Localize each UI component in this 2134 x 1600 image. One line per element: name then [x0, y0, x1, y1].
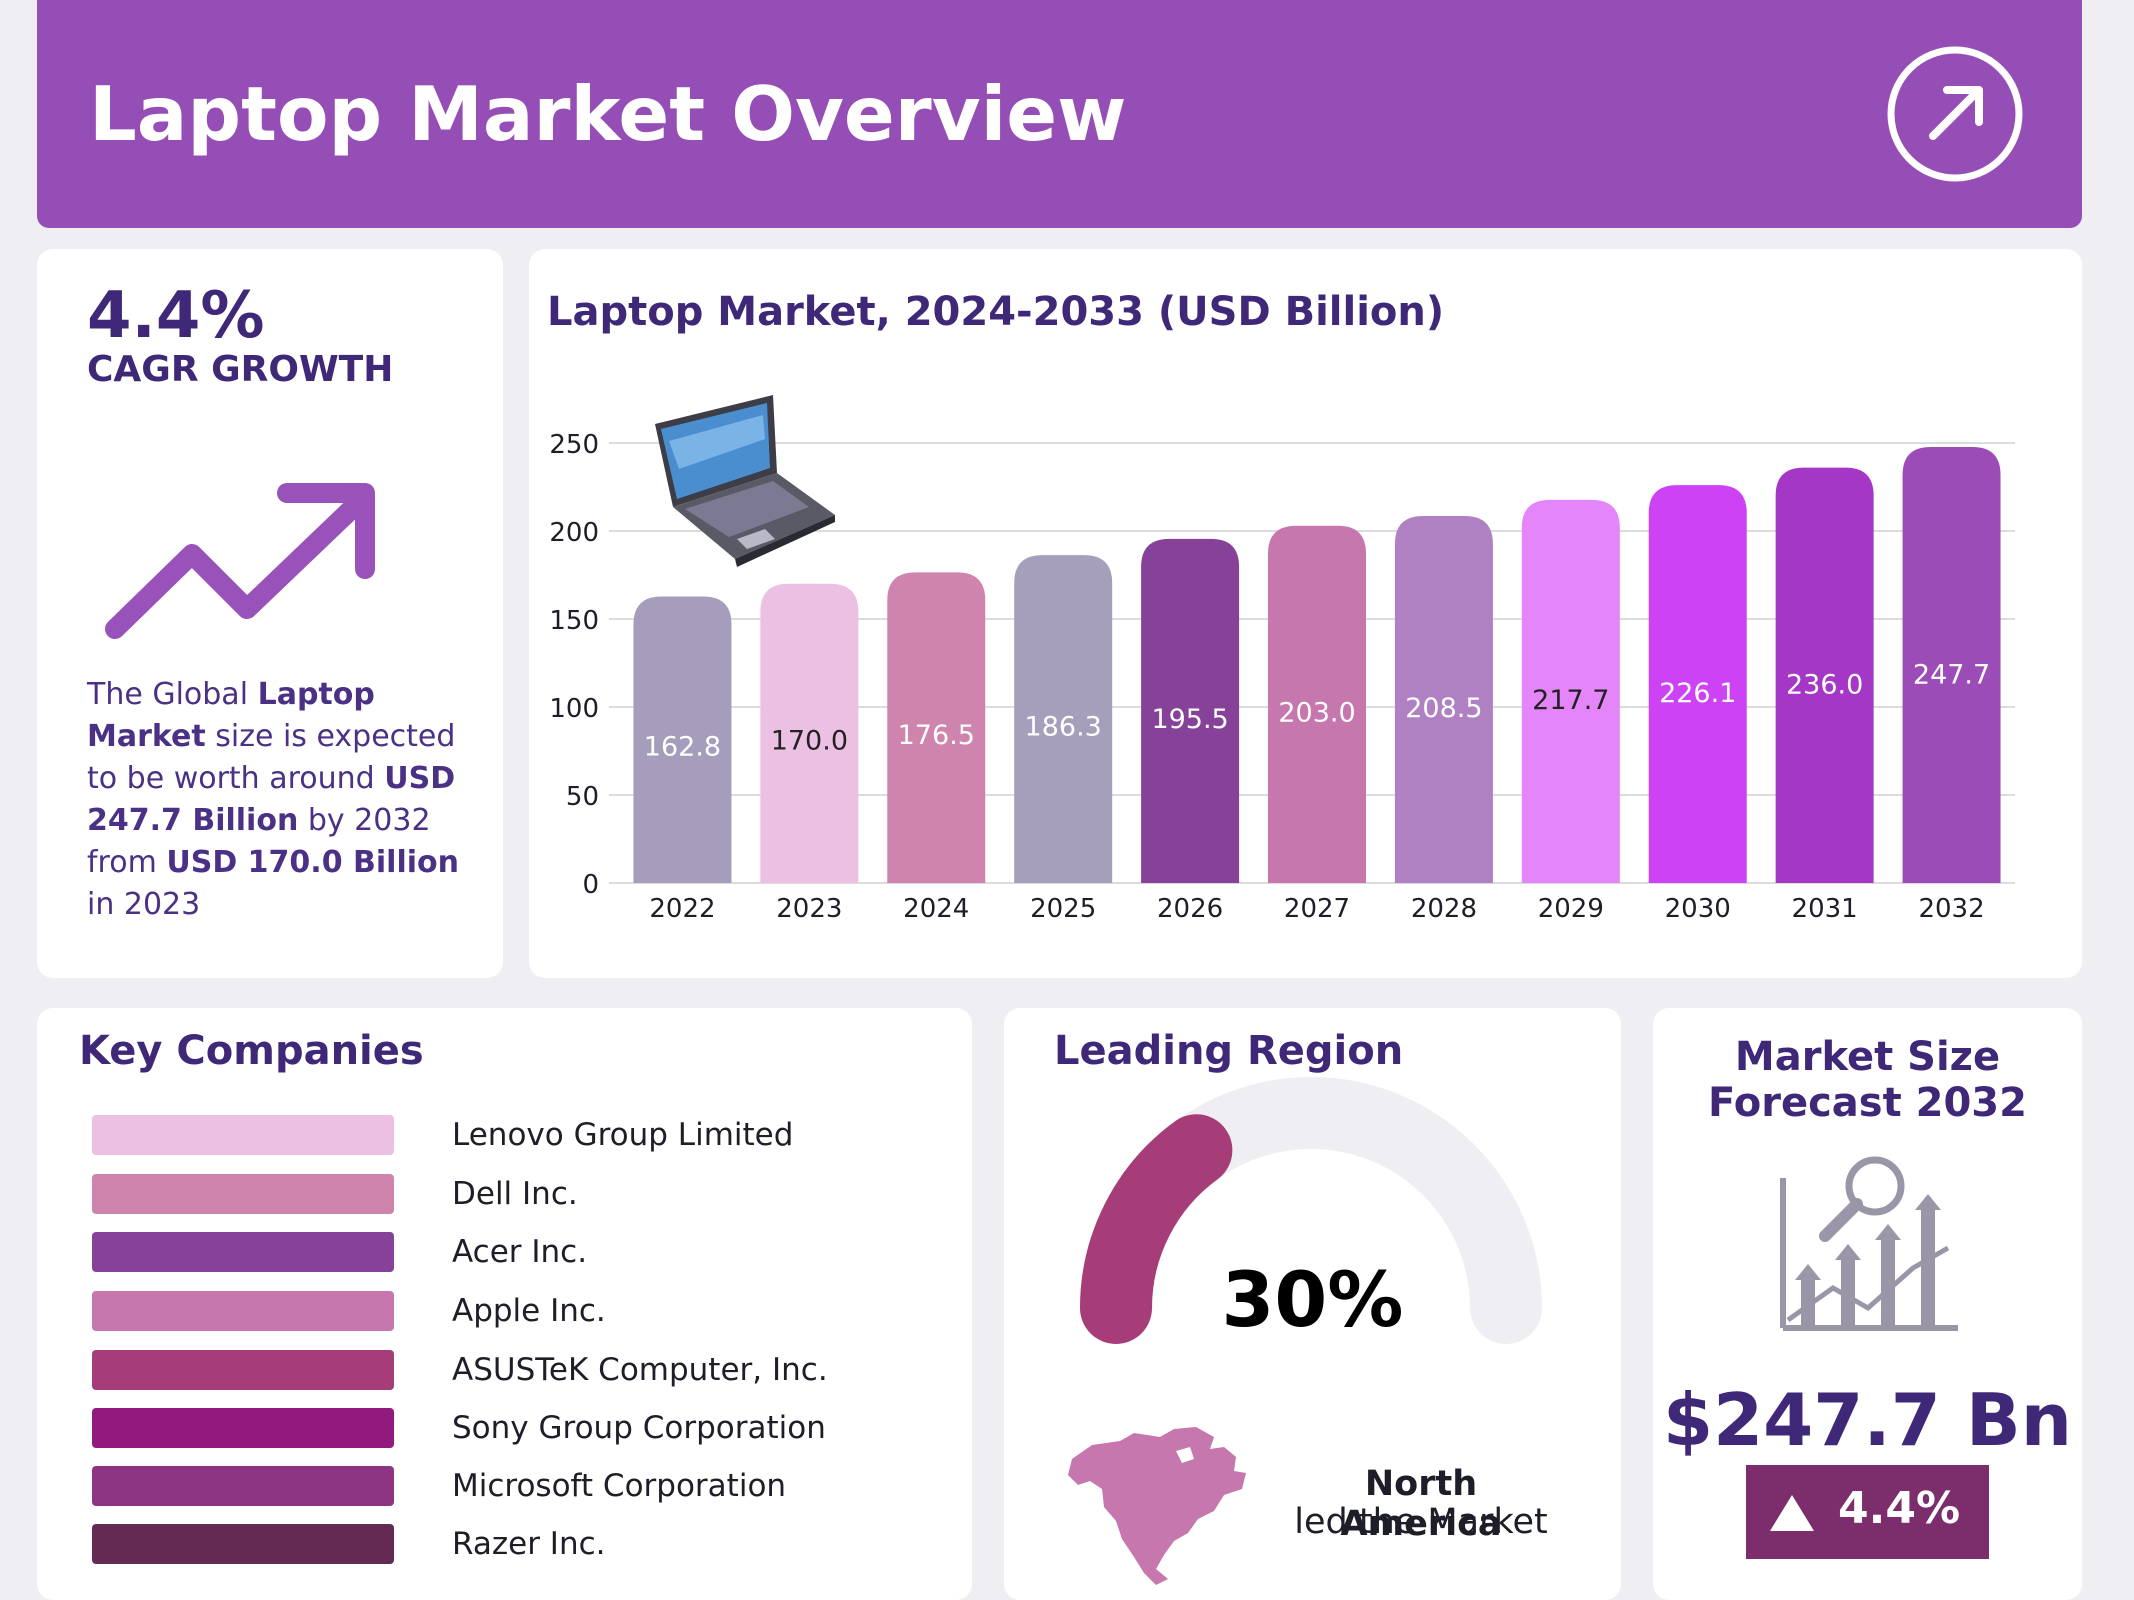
chart-title: Laptop Market, 2024-2033 (USD Billion)	[547, 289, 1445, 335]
y-tick-label: 150	[549, 606, 599, 636]
bar-value-label: 195.5	[1151, 704, 1228, 735]
x-tick-label: 2030	[1665, 894, 1731, 924]
company-color-swatch	[92, 1524, 394, 1564]
cagr-label: CAGR GROWTH	[87, 349, 394, 390]
company-color-swatch	[92, 1232, 394, 1272]
growth-value: 4.4%	[1838, 1483, 1961, 1534]
x-tick-label: 2022	[649, 894, 715, 924]
company-row: ASUSTeK Computer, Inc.	[92, 1350, 852, 1392]
bar-value-label: 226.1	[1659, 678, 1736, 709]
header-banner: Laptop Market Overview	[37, 0, 2082, 228]
x-tick-label: 2023	[776, 894, 842, 924]
forecast-card: Market Size Forecast 2032 $247.7 Bn 4.4%	[1653, 1008, 2082, 1600]
company-name: Acer Inc.	[452, 1234, 588, 1270]
triangle-up-icon	[1770, 1495, 1814, 1531]
bar	[1394, 516, 1493, 883]
region-title: Leading Region	[1054, 1028, 1404, 1074]
bar	[1521, 499, 1620, 883]
bar	[633, 596, 732, 883]
region-gauge	[1080, 1077, 1542, 1344]
company-color-swatch	[92, 1174, 394, 1214]
growth-badge: 4.4%	[1746, 1465, 1989, 1559]
companies-title: Key Companies	[79, 1028, 424, 1074]
trend-up-icon	[105, 483, 375, 639]
company-name: Lenovo Group Limited	[452, 1117, 794, 1153]
bar-chart: 0 50 100 150 200 250 162.8 2022 170.0 2023 176.5 20…	[549, 430, 2015, 924]
arrow-up-right-icon	[1887, 46, 2023, 182]
bar	[760, 583, 859, 883]
y-tick-label: 250	[549, 430, 599, 460]
page-title: Laptop Market Overview	[89, 70, 1127, 158]
bar-value-label: 236.0	[1786, 670, 1863, 701]
bar-value-label: 203.0	[1278, 698, 1355, 729]
key-companies-card: Key Companies Lenovo Group Limited Dell …	[37, 1008, 972, 1600]
x-tick-label: 2032	[1918, 894, 1984, 924]
company-row: Acer Inc.	[92, 1232, 852, 1274]
company-color-swatch	[92, 1408, 394, 1448]
company-row: Lenovo Group Limited	[92, 1115, 852, 1157]
x-tick-label: 2025	[1030, 894, 1096, 924]
y-tick-label: 0	[582, 870, 599, 900]
bar-value-label: 208.5	[1405, 693, 1482, 724]
company-name: ASUSTeK Computer, Inc.	[452, 1352, 828, 1388]
bar-value-label: 162.8	[644, 731, 721, 762]
bar	[1014, 555, 1113, 883]
company-color-swatch	[92, 1115, 394, 1155]
company-row: Microsoft Corporation	[92, 1466, 852, 1508]
gauge-fill	[1080, 1114, 1233, 1344]
company-color-swatch	[92, 1350, 394, 1390]
company-color-swatch	[92, 1291, 394, 1331]
x-tick-label: 2028	[1411, 894, 1477, 924]
bar-value-label: 217.7	[1532, 685, 1609, 716]
y-tick-label: 100	[549, 694, 599, 724]
y-tick-label: 50	[566, 782, 599, 812]
company-name: Sony Group Corporation	[452, 1410, 826, 1446]
x-tick-label: 2024	[903, 894, 969, 924]
y-tick-label: 200	[549, 518, 599, 548]
bar-value-label: 247.7	[1913, 660, 1990, 691]
company-name: Dell Inc.	[452, 1176, 578, 1212]
company-name: Apple Inc.	[452, 1293, 606, 1329]
company-color-swatch	[92, 1466, 394, 1506]
forecast-value: $247.7 Bn	[1662, 1378, 2073, 1462]
forecast-title: Market Size Forecast 2032	[1708, 1034, 2027, 1126]
bar	[1902, 447, 2001, 883]
bar	[887, 572, 986, 883]
company-row: Apple Inc.	[92, 1291, 852, 1333]
north-america-map-icon	[1068, 1427, 1246, 1585]
bar	[1648, 485, 1747, 883]
cagr-value: 4.4%	[87, 279, 265, 353]
laptop-icon	[655, 395, 835, 567]
company-name: Razer Inc.	[452, 1526, 606, 1562]
bar-value-label: 186.3	[1025, 712, 1102, 743]
bar-value-label: 170.0	[771, 725, 848, 756]
cagr-description: The Global Laptop Market size is expecte…	[87, 677, 459, 922]
x-tick-label: 2026	[1157, 894, 1223, 924]
chart-card: 0 50 100 150 200 250 162.8 2022 170.0 2023 176.5 20…	[529, 249, 2082, 978]
bar	[1141, 538, 1240, 883]
region-name: North America	[1340, 1464, 1502, 1544]
x-tick-label: 2029	[1538, 894, 1604, 924]
region-share-value: 30%	[1221, 1255, 1404, 1344]
bar	[1775, 467, 1874, 883]
cagr-card: 4.4% CAGR GROWTH The Global Laptop Marke…	[37, 249, 503, 978]
company-row: Dell Inc.	[92, 1174, 852, 1216]
bar-value-label: 176.5	[898, 720, 975, 751]
company-name: Microsoft Corporation	[452, 1468, 787, 1504]
x-tick-label: 2027	[1284, 894, 1350, 924]
x-tick-label: 2031	[1792, 894, 1858, 924]
bar	[1268, 525, 1366, 883]
market-growth-chart-icon	[1780, 1156, 1958, 1331]
region-subtitle: led the Market	[1294, 1502, 1548, 1542]
company-row: Sony Group Corporation	[92, 1408, 852, 1450]
company-row: Razer Inc.	[92, 1524, 852, 1566]
leading-region-card: Leading Region 30% North America led the…	[1004, 1008, 1621, 1600]
